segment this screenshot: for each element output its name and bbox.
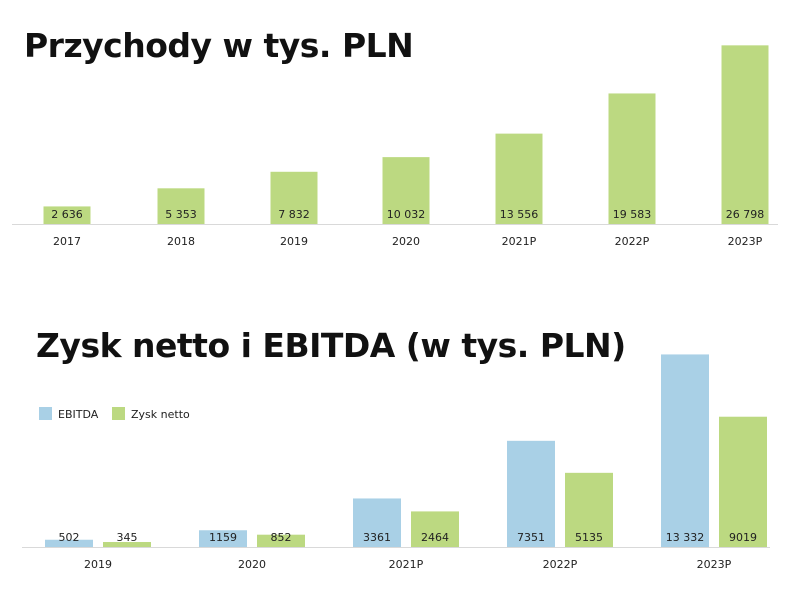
bar-value-label: 10 032 (387, 208, 426, 221)
bar-value-label: 3361 (363, 531, 391, 544)
ebitda-bar (353, 498, 401, 547)
net-profit-bar (103, 542, 151, 547)
net-profit-bar (565, 472, 613, 547)
net-profit-bar (719, 416, 767, 547)
ebitda-bar (661, 354, 709, 547)
revenue-bar (382, 157, 430, 224)
revenue-bar (270, 171, 318, 224)
bar-value-label: 19 583 (613, 208, 652, 221)
legend-label: Zysk netto (131, 408, 190, 421)
x-tick-label: 2019 (280, 235, 308, 248)
revenue-bar (157, 188, 205, 224)
bar-value-label: 2 636 (51, 208, 83, 221)
x-tick-label: 2017 (53, 235, 81, 248)
x-tick-label: 2022P (615, 235, 650, 248)
ebitda-bar (45, 539, 93, 547)
x-tick-label: 2023P (728, 235, 763, 248)
revenue-bar (721, 45, 769, 225)
bar-value-label: 26 798 (726, 208, 765, 221)
bar-value-label: 2464 (421, 531, 449, 544)
ebitda-bar (507, 440, 555, 547)
bar-value-label: 5135 (575, 531, 603, 544)
x-tick-label: 2020 (238, 558, 266, 571)
revenue-bar (495, 133, 543, 224)
bar-value-label: 7 832 (278, 208, 310, 221)
profit-chart-title: Zysk netto i EBITDA (w tys. PLN) (36, 326, 626, 365)
legend-label: EBITDA (58, 408, 99, 421)
x-tick-label: 2021P (502, 235, 537, 248)
net-profit-bar (257, 534, 305, 547)
bar-value-label: 5 353 (165, 208, 197, 221)
net-profit-bar (411, 511, 459, 547)
revenue-bar (43, 206, 91, 224)
x-tick-label: 2022P (543, 558, 578, 571)
x-tick-label: 2021P (389, 558, 424, 571)
bar-value-label: 9019 (729, 531, 757, 544)
bar-value-label: 1159 (209, 531, 237, 544)
bar-value-label: 13 332 (666, 531, 705, 544)
bar-value-label: 502 (59, 531, 80, 544)
legend-swatch (112, 407, 125, 420)
bar-value-label: 852 (271, 531, 292, 544)
x-tick-label: 2019 (84, 558, 112, 571)
bar-value-label: 7351 (517, 531, 545, 544)
x-tick-label: 2023P (697, 558, 732, 571)
bar-value-label: 345 (117, 531, 138, 544)
revenue-bar (608, 93, 656, 225)
x-tick-label: 2020 (392, 235, 420, 248)
x-tick-label: 2018 (167, 235, 195, 248)
bar-value-label: 13 556 (500, 208, 539, 221)
revenue-chart-title: Przychody w tys. PLN (24, 26, 414, 65)
ebitda-bar (199, 530, 247, 547)
legend-swatch (39, 407, 52, 420)
